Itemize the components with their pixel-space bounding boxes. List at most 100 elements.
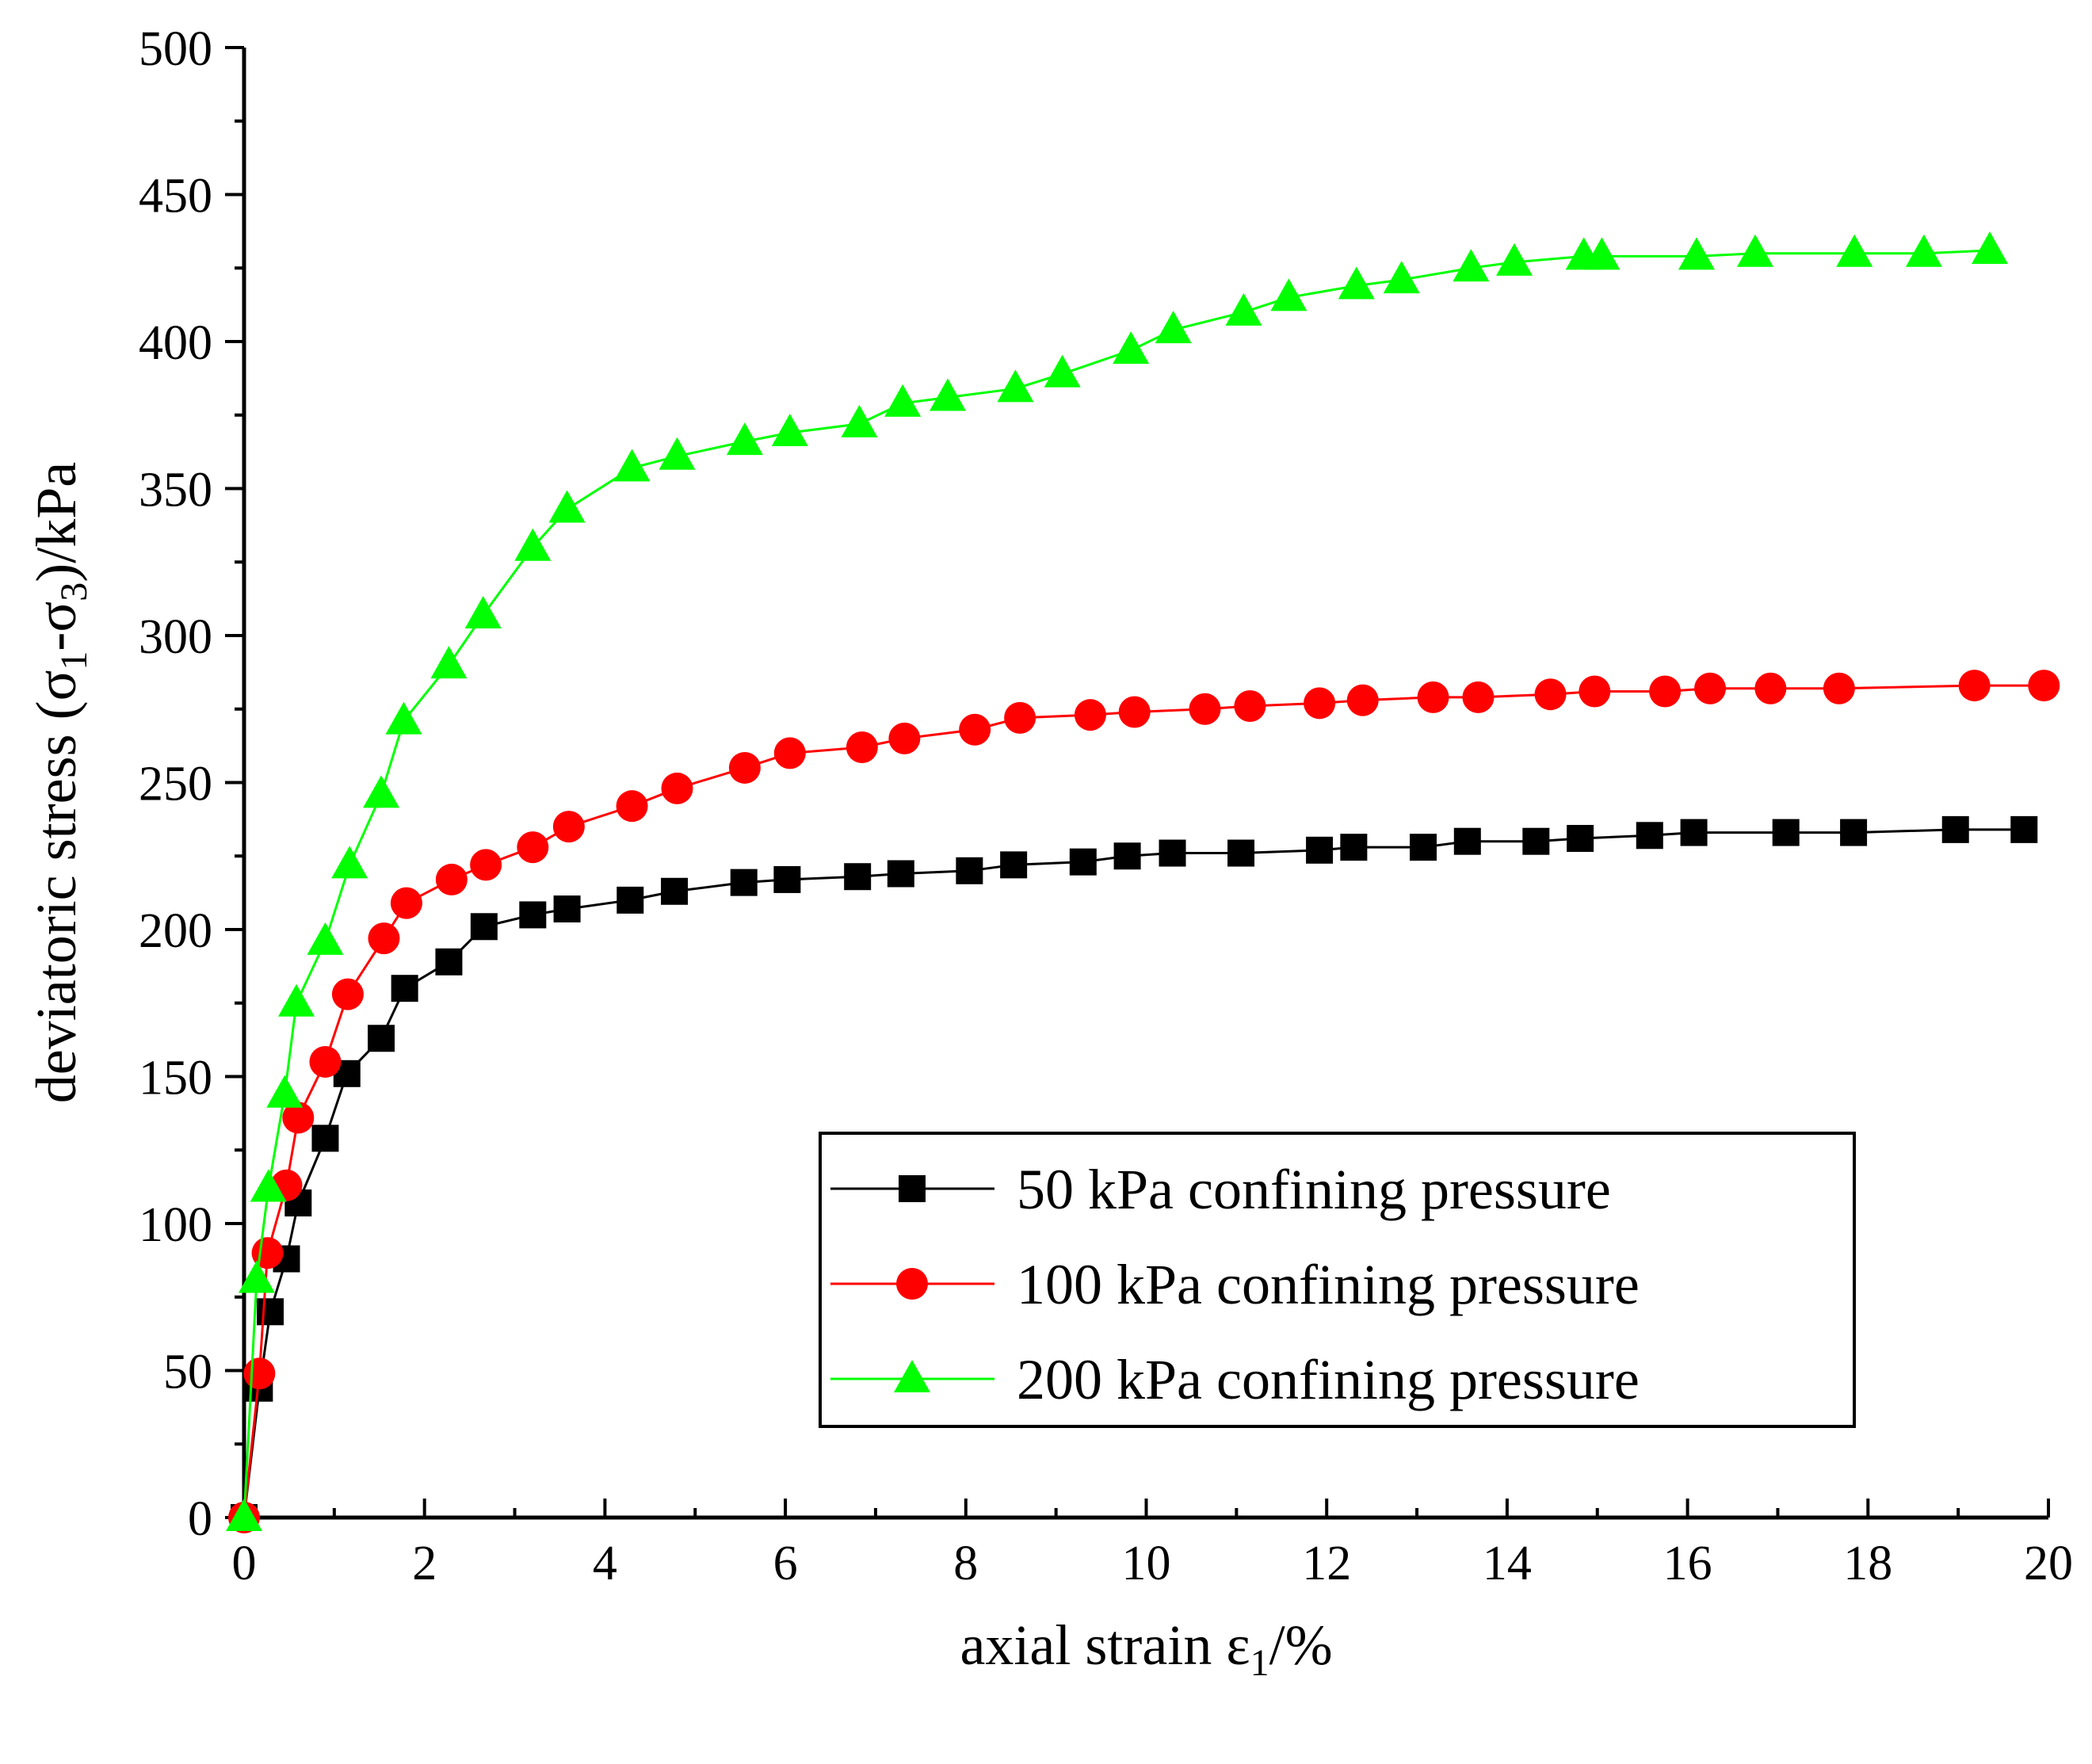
data-point (1189, 693, 1221, 725)
legend-label: 100 kPa confining pressure (1017, 1253, 1640, 1316)
data-point (435, 948, 463, 976)
y-tick-label: 50 (163, 1346, 212, 1399)
data-point (1234, 690, 1266, 723)
data-point (226, 1499, 262, 1531)
y-axis-title-sub-1: 1 (53, 651, 95, 670)
data-point (1579, 675, 1611, 708)
legend-marker (896, 1268, 928, 1300)
legend-marker (899, 1175, 926, 1202)
y-tick-label: 200 (139, 904, 212, 958)
y-tick-label: 250 (139, 758, 212, 811)
data-point (1678, 237, 1715, 270)
data-point (997, 369, 1034, 403)
data-point (331, 846, 368, 879)
data-point (311, 1124, 339, 1152)
data-point (331, 978, 364, 1010)
data-point (888, 722, 921, 754)
legend-marker (894, 1360, 930, 1392)
series-layer (226, 231, 2060, 1533)
x-tick-label: 14 (1483, 1537, 1532, 1590)
data-point (1113, 842, 1141, 870)
y-axis-title-part-2: -σ (25, 601, 88, 651)
data-point (1383, 261, 1420, 294)
data-point (1583, 237, 1621, 270)
data-point (844, 863, 872, 891)
y-tick-label: 100 (139, 1198, 212, 1252)
data-point (1338, 266, 1375, 300)
data-point (884, 384, 922, 417)
data-point (728, 751, 761, 784)
data-point (1000, 851, 1028, 879)
data-point (1971, 231, 2008, 264)
data-point (430, 646, 468, 679)
data-point (470, 913, 498, 941)
data-point (266, 1075, 303, 1108)
data-point (1694, 672, 1727, 704)
data-point (1113, 331, 1150, 365)
data-point (1270, 278, 1308, 311)
series-3 (226, 231, 2008, 1531)
data-point (771, 414, 808, 447)
x-tick-label: 18 (1843, 1537, 1892, 1590)
data-point (1840, 819, 1868, 846)
data-point (1772, 819, 1800, 846)
data-point (1004, 701, 1036, 734)
data-point (1462, 681, 1495, 713)
data-point (1453, 249, 1490, 282)
x-axis-title-suffix: /% (1269, 1613, 1333, 1677)
x-axis-title: axial strain ε1/% (960, 1613, 1332, 1684)
data-point (1227, 839, 1255, 867)
data-point (257, 1298, 284, 1326)
x-tick-label: 20 (2024, 1537, 2073, 1590)
data-point (1118, 696, 1151, 728)
data-point (1636, 822, 1663, 850)
x-axis-ticks: 0 2 4 6 8 10 12 14 16 18 20 (232, 1499, 2073, 1590)
data-point (1905, 234, 1942, 267)
data-point (1155, 311, 1192, 344)
data-point (307, 922, 344, 955)
y-tick-label: 150 (139, 1052, 212, 1105)
data-point (385, 701, 422, 735)
data-point (2028, 670, 2060, 702)
data-point (390, 887, 422, 919)
data-point (238, 1260, 275, 1293)
data-point (1340, 834, 1368, 861)
x-axis-title-main: axial strain ε (960, 1613, 1250, 1677)
data-point (1496, 242, 1533, 276)
y-axis-title-sub-2: 3 (53, 582, 95, 601)
data-point (1346, 684, 1379, 716)
data-point (1823, 672, 1855, 704)
x-tick-label: 6 (773, 1537, 798, 1590)
data-point (730, 869, 758, 896)
data-point (548, 490, 586, 523)
data-point (613, 449, 651, 482)
data-point (309, 1045, 342, 1078)
data-point (1225, 292, 1262, 326)
data-point (2010, 815, 2038, 843)
data-point (1836, 234, 1873, 267)
data-point (1410, 834, 1437, 861)
data-point (773, 865, 801, 893)
data-point (956, 857, 983, 884)
data-point (1680, 819, 1708, 846)
y-tick-label: 0 (188, 1492, 212, 1546)
data-point (930, 378, 967, 411)
data-point (243, 1357, 276, 1390)
data-point (1522, 827, 1550, 855)
data-point (368, 1025, 395, 1052)
data-point (514, 528, 552, 561)
x-tick-label: 12 (1302, 1537, 1351, 1590)
y-tick-label: 350 (139, 464, 212, 517)
data-point (363, 775, 400, 808)
data-point (517, 831, 549, 864)
data-point (1306, 836, 1334, 864)
data-point (435, 863, 468, 895)
data-point (726, 422, 763, 456)
data-point (1159, 839, 1186, 867)
data-point (1754, 672, 1787, 704)
legend: 50 kPa confining pressure 100 kPa confini… (819, 1132, 1856, 1428)
data-point (552, 811, 585, 843)
y-axis-title-part-1: deviatoric stress (σ (25, 670, 88, 1104)
data-point (959, 713, 991, 746)
